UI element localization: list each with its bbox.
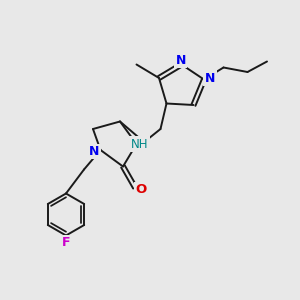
Text: N: N <box>205 71 215 85</box>
Text: F: F <box>62 236 70 250</box>
Text: NH: NH <box>131 137 148 151</box>
Text: O: O <box>135 183 147 196</box>
Text: N: N <box>176 54 186 67</box>
Text: N: N <box>89 145 100 158</box>
